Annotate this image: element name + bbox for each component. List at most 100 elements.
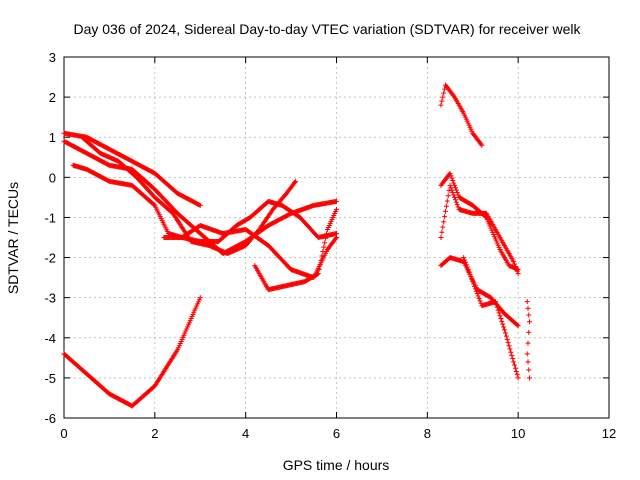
data-point <box>511 259 517 265</box>
data-point <box>151 202 157 208</box>
data-point <box>497 313 503 319</box>
x-tick-label: 6 <box>333 426 340 441</box>
data-point <box>492 299 498 305</box>
data-point <box>452 185 458 191</box>
series-track-f <box>252 206 339 293</box>
data-point <box>466 269 472 275</box>
data-point <box>527 375 533 381</box>
data-point <box>515 375 521 381</box>
data-point <box>506 343 512 349</box>
data-point <box>477 298 483 304</box>
data-point <box>454 190 460 196</box>
data-point <box>319 253 325 259</box>
data-point <box>318 257 324 263</box>
data-point <box>320 249 326 255</box>
data-point <box>454 202 460 208</box>
data-point <box>441 90 447 96</box>
data-point <box>476 295 482 301</box>
x-axis-label: GPS time / hours <box>283 457 390 473</box>
data-point <box>482 214 488 220</box>
data-point <box>462 259 468 265</box>
x-tick-label: 10 <box>511 426 525 441</box>
data-point <box>463 262 469 268</box>
data-point <box>451 180 457 186</box>
data-point <box>515 323 521 329</box>
y-tick-label: -6 <box>44 411 56 426</box>
data-point <box>514 372 520 378</box>
y-tick-label: -3 <box>44 291 56 306</box>
series-track-h <box>438 82 485 148</box>
data-point <box>465 267 471 273</box>
data-point <box>494 304 500 310</box>
series-track-c <box>70 162 339 281</box>
data-point <box>445 193 451 199</box>
data-point <box>440 94 446 100</box>
data-point <box>526 329 532 335</box>
series-track-g <box>61 295 203 409</box>
data-point <box>479 142 485 148</box>
data-point <box>443 203 449 209</box>
data-point <box>472 286 478 292</box>
data-point <box>475 293 481 299</box>
series-track-a <box>61 130 203 208</box>
data-point <box>452 194 458 200</box>
data-point <box>441 219 447 225</box>
data-point <box>461 255 467 261</box>
data-point <box>470 279 476 285</box>
data-point <box>464 264 470 270</box>
data-point <box>451 192 457 198</box>
data-point <box>452 182 458 188</box>
x-tick-label: 4 <box>242 426 249 441</box>
data-point <box>317 262 323 268</box>
data-point <box>526 367 532 373</box>
data-point <box>450 178 456 184</box>
data-point <box>493 301 499 307</box>
data-point <box>324 231 330 237</box>
data-point <box>473 288 479 294</box>
y-axis: -6 -5 -4 -3 -2 -1 0 1 2 3 <box>44 50 609 426</box>
data-point <box>455 192 461 198</box>
data-point <box>453 187 459 193</box>
data-point <box>514 322 520 328</box>
data-point <box>469 276 475 282</box>
series-track-j <box>438 170 521 273</box>
data-point <box>474 291 480 297</box>
y-tick-label: 2 <box>49 90 56 105</box>
y-tick-label: 1 <box>49 130 56 145</box>
data-point <box>515 267 521 273</box>
data-point <box>293 178 299 184</box>
x-tick-label: 2 <box>151 426 158 441</box>
data-point <box>495 307 501 313</box>
data-point <box>447 182 453 188</box>
y-tick-label: -2 <box>44 251 56 266</box>
x-axis: 0 2 4 6 8 10 12 <box>60 57 616 441</box>
data-point <box>505 340 511 346</box>
data-point <box>512 365 518 371</box>
data-point <box>507 346 513 352</box>
data-point <box>462 257 468 263</box>
data-point <box>512 362 518 368</box>
data-point <box>455 204 461 210</box>
data-point <box>315 271 321 277</box>
data-point <box>508 349 514 355</box>
data-point <box>524 351 530 357</box>
y-tick-label: -4 <box>44 331 56 346</box>
data-point <box>498 316 504 322</box>
data-point <box>525 305 531 311</box>
data-point <box>524 299 530 305</box>
data-point <box>496 310 502 316</box>
data-point <box>447 170 453 176</box>
data-point <box>334 198 339 204</box>
data-point <box>499 318 505 324</box>
data-point <box>471 281 477 287</box>
y-axis-label: SDTVAR / TECUs <box>5 182 21 294</box>
y-tick-label: -5 <box>44 371 56 386</box>
data-point <box>467 271 473 277</box>
data-point <box>502 330 508 336</box>
data-point <box>440 224 446 230</box>
data-point <box>323 235 329 241</box>
data-point <box>439 229 445 235</box>
data-point <box>502 327 508 333</box>
data-point <box>438 235 444 240</box>
data-point <box>501 324 507 330</box>
